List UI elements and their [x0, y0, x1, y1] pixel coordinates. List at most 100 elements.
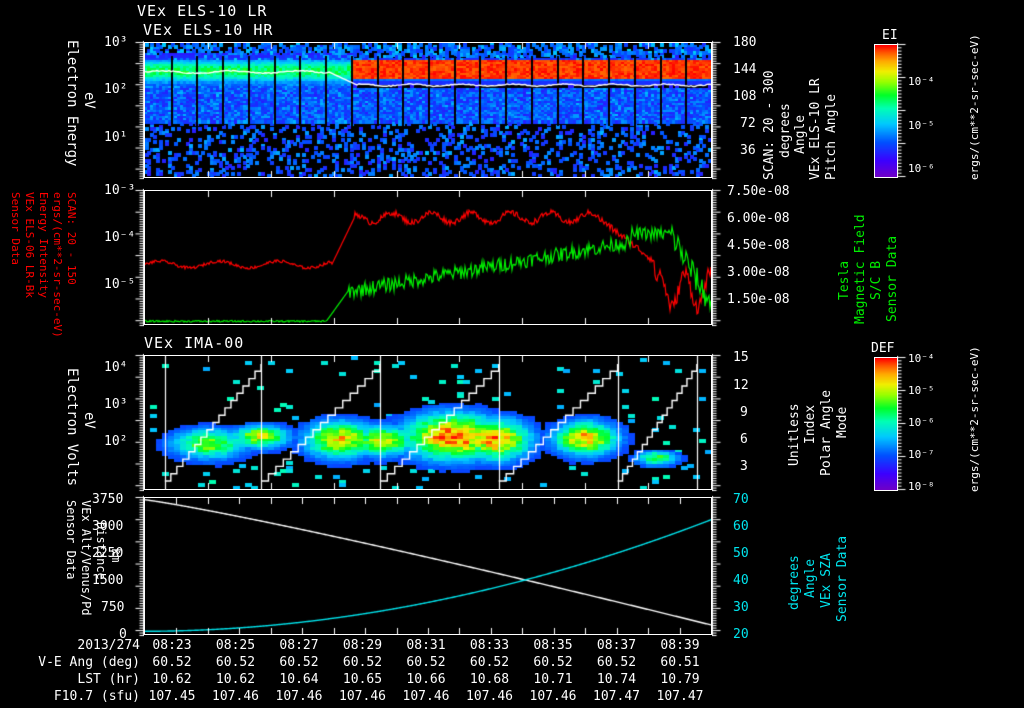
panel2-left-label-source: VEx ELS-06 LR-Bk	[23, 192, 36, 298]
panel4-right-label-sensor-data: Sensor Data	[835, 535, 850, 622]
axis-row-label-0: 2013/274	[77, 638, 140, 653]
panel1-right-label-scan: SCAN: 20 - 300	[762, 70, 777, 180]
panel2-ytick-1e-5: 10⁻⁵	[104, 277, 136, 292]
panel2-rtick-600: 6.00e-08	[727, 211, 790, 226]
panel1-spectrogram-canvas	[145, 43, 711, 177]
axis-cell-r2-c8: 10.79	[660, 672, 700, 687]
panel4-rtick-40: 40	[733, 573, 749, 588]
panel1-title-lr: VEx ELS-10 LR	[137, 2, 268, 20]
axis-cell-r2-c2: 10.64	[279, 672, 319, 687]
panel4-right-label-degrees: degrees	[787, 555, 802, 610]
axis-cell-r0-c1: 08:25	[215, 638, 256, 653]
axis-cell-r3-c3: 107.46	[339, 689, 386, 704]
panel4-left-label-source: VEx Alt/Venus/Pd	[79, 500, 93, 616]
axis-cell-r1-c8: 60.51	[660, 655, 700, 670]
panel4-orbit-canvas	[145, 498, 711, 634]
axis-cell-r0-c0: 08:23	[152, 638, 192, 653]
panel4-rtick-60: 60	[733, 519, 749, 534]
panel2-right-tickmarks	[712, 188, 726, 327]
panel3-title: VEx IMA-00	[144, 334, 245, 352]
panel2-plot-area[interactable]	[144, 190, 712, 325]
panel1-colorbar-gradient	[875, 45, 897, 177]
panel2-right-label-magnetic-field: Magnetic Field	[853, 214, 868, 324]
axis-cell-r3-c4: 107.46	[402, 689, 450, 704]
panel3-plot-area[interactable]	[144, 355, 712, 490]
panel1-rtick-36: 36	[740, 143, 756, 158]
panel2-rtick-750: 7.50e-08	[727, 184, 790, 199]
axis-cell-r3-c1: 107.46	[212, 689, 259, 704]
axis-cell-r2-c0: 10.62	[152, 672, 192, 687]
panel2-ytick-1e-3: 10⁻³	[104, 183, 136, 198]
panel1-colorbar-tick-1: 10⁻⁴	[908, 75, 935, 88]
panel4-right-label-sza: VEx SZA	[819, 553, 834, 608]
panel4-left-label-sensor-data: Sensor Data	[64, 500, 78, 580]
axis-row-label-3: F10.7 (sfu)	[53, 689, 140, 704]
panel3-rtick-6: 6	[740, 432, 748, 447]
axis-cell-r3-c8: 107.47	[656, 689, 704, 704]
axis-cell-r0-c5: 08:33	[469, 638, 510, 653]
panel4-ytick-1500: 1500	[92, 573, 124, 588]
axis-cell-r2-c5: 10.68	[469, 672, 510, 687]
panel1-ylabel-line1: Electron Energy	[64, 40, 80, 167]
panel3-colorbar-frame	[874, 357, 898, 491]
panel1-plot-area[interactable]	[144, 42, 712, 178]
panel1-rtick-108: 108	[733, 89, 757, 104]
panel3-colorbar-tick-5: 10⁻⁸	[908, 480, 935, 493]
panel4-rtick-20: 20	[733, 627, 749, 642]
axis-cell-r2-c3: 10.65	[342, 672, 383, 687]
panel4-plot-area[interactable]	[144, 497, 712, 635]
panel1-colorbar-frame	[874, 44, 898, 178]
panel4-right-label-angle: Angle	[803, 558, 818, 598]
panel3-colorbar-title: DEF	[871, 341, 895, 356]
axis-cell-r0-c6: 08:35	[533, 638, 573, 653]
axis-cell-r1-c0: 60.52	[152, 655, 192, 670]
panel3-colorbar-unit: ergs/(cm**2-sr-sec-eV)	[968, 346, 981, 492]
panel2-right-label-tesla: Tesla	[837, 260, 852, 300]
panel4-right-tickmarks	[712, 495, 726, 637]
panel1-ytick-1000: 10³	[104, 35, 128, 50]
panel4-ytick-3750: 3750	[92, 492, 124, 507]
axis-cell-r0-c3: 08:29	[342, 638, 383, 653]
panel4-rtick-70: 70	[733, 492, 749, 507]
panel1-title-hr: VEx ELS-10 HR	[143, 21, 274, 39]
panel2-left-label-unit: ergs/(cm**2-sr-sec-eV)	[51, 192, 64, 338]
panel2-right-label-sensor-data: Sensor Data	[885, 235, 900, 322]
panel4-left-tickmarks	[130, 495, 144, 637]
panel3-ylabel-line2: eV	[81, 412, 97, 429]
panel2-rtick-300: 3.00e-08	[727, 265, 790, 280]
axis-cell-r3-c7: 107.47	[593, 689, 640, 704]
panel3-ytick-1e3: 10³	[104, 397, 128, 412]
panel3-rtick-9: 9	[740, 405, 748, 420]
panel1-rtick-72: 72	[740, 116, 756, 131]
panel3-colorbar-gradient	[875, 358, 897, 490]
panel1-colorbar-title: EI	[882, 28, 898, 43]
axis-cell-r1-c4: 60.52	[406, 655, 446, 670]
panel3-ytick-1e4: 10⁴	[104, 360, 128, 375]
panel1-ytick-10: 10¹	[104, 130, 128, 145]
panel3-right-tickmarks	[712, 353, 726, 492]
axis-cell-r1-c3: 60.52	[342, 655, 383, 670]
panel2-left-label-energy-intensity: Energy Intensity	[37, 192, 50, 298]
panel2-left-label-sensor-data: Sensor Data	[9, 192, 22, 265]
panel1-colorbar-unit: ergs/(cm**2-sr-sec-eV)	[968, 34, 981, 180]
axis-row-label-2: LST (hr)	[77, 672, 140, 687]
panel4-ytick-2250: 2250	[92, 546, 124, 561]
axis-cell-r2-c6: 10.71	[533, 672, 573, 687]
panel4-rtick-30: 30	[733, 600, 749, 615]
axis-cell-r2-c7: 10.74	[596, 672, 637, 687]
panel1-rtick-180: 180	[733, 35, 757, 50]
panel4-ytick-750: 750	[101, 600, 125, 615]
panel2-timeseries-canvas	[145, 191, 711, 324]
panel1-colorbar-tick-3: 10⁻⁶	[908, 162, 935, 175]
panel3-colorbar-tickmarks	[897, 355, 909, 491]
axis-cell-r1-c6: 60.52	[533, 655, 573, 670]
panel1-rtick-144: 144	[733, 62, 757, 77]
panel2-left-tickmarks	[130, 188, 144, 327]
panel2-rtick-150: 1.50e-08	[727, 292, 790, 307]
panel3-colorbar-tick-1: 10⁻⁴	[908, 352, 935, 365]
panel1-right-label-degrees: degrees	[778, 103, 793, 158]
axis-cell-r0-c2: 08:27	[279, 638, 319, 653]
panel2-ytick-1e-4: 10⁻⁴	[104, 230, 136, 245]
panel3-left-tickmarks	[130, 353, 144, 492]
